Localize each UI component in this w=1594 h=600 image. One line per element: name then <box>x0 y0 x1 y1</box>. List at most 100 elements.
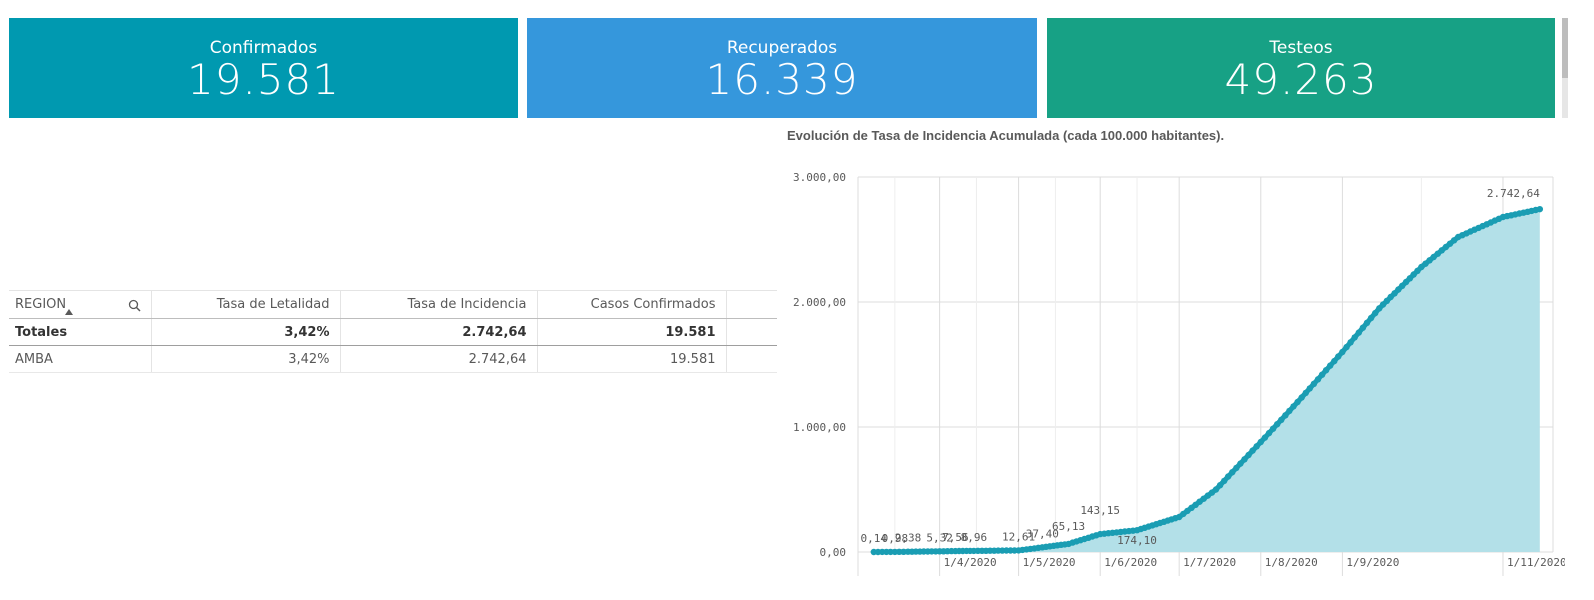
data-point <box>1298 394 1305 401</box>
data-point <box>1282 412 1289 419</box>
kpi-recuperados-value: 16.339 <box>705 55 859 104</box>
y-tick-label: 3.000,00 <box>793 171 846 184</box>
x-tick-label: 1/6/2020 <box>1104 556 1157 569</box>
kpi-confirmados-value: 19.581 <box>187 55 340 104</box>
data-label: 143,15 <box>1080 504 1120 517</box>
header-empty <box>726 290 777 319</box>
data-point <box>1257 438 1264 446</box>
header-region[interactable]: REGION <box>9 290 152 319</box>
row-region[interactable]: AMBA <box>9 345 152 373</box>
scrollbar[interactable] <box>1562 18 1568 118</box>
data-point <box>1359 324 1367 331</box>
x-tick-label: 1/8/2020 <box>1265 556 1318 569</box>
totals-label: Totales <box>9 318 152 346</box>
data-label: 65,13 <box>1052 520 1085 533</box>
incidence-chart[interactable]: 0,00 1.000,00 2.000,00 3.000,00 1/4/2020 1/5/… <box>785 160 1565 585</box>
totals-confirmados: 19.581 <box>537 318 727 346</box>
header-confirmados[interactable]: Casos Confirmados <box>537 290 727 319</box>
x-tick-label: 1/9/2020 <box>1346 556 1399 569</box>
data-point <box>1363 319 1371 326</box>
data-point <box>1331 357 1338 365</box>
row-confirmados: 19.581 <box>537 345 727 373</box>
data-label: 37,40 <box>1026 527 1059 540</box>
data-point <box>1322 367 1330 374</box>
data-point <box>1249 447 1256 454</box>
data-point <box>1212 486 1220 493</box>
data-point <box>1343 343 1350 351</box>
data-label: 2.742,64 <box>1487 187 1540 200</box>
data-point <box>1237 460 1244 467</box>
data-point <box>1274 421 1281 428</box>
data-point <box>1269 425 1277 432</box>
region-table: REGION Tasa de Letalidad Tasa de Inciden… <box>9 290 777 373</box>
kpi-recuperados-label: Recuperados <box>726 38 838 58</box>
search-icon[interactable] <box>128 299 141 312</box>
data-point <box>1294 398 1301 406</box>
kpi-testeos-card[interactable]: Testeos 49.263 <box>1047 18 1555 118</box>
data-point <box>1221 477 1228 485</box>
data-label: 8,96 <box>961 531 988 544</box>
data-point <box>1310 380 1318 387</box>
data-label: 7,56 <box>942 531 969 544</box>
data-point <box>1286 407 1293 415</box>
y-tick-label: 2.000,00 <box>793 296 846 309</box>
kpi-confirmados-label: Confirmados <box>209 38 318 58</box>
header-letalidad[interactable]: Tasa de Letalidad <box>151 290 341 319</box>
data-point <box>1351 334 1358 341</box>
totals-row: Totales 3,42% 2.742,64 19.581 <box>9 318 777 346</box>
header-region-label: REGION <box>15 297 67 312</box>
data-label: 174,10 <box>1117 534 1157 547</box>
data-point <box>1225 473 1232 480</box>
data-point <box>1261 434 1269 441</box>
data-point <box>1245 451 1252 459</box>
data-point <box>1335 353 1342 360</box>
data-label: 2,38 <box>895 532 922 545</box>
data-point <box>1290 403 1297 410</box>
data-point <box>1339 348 1346 356</box>
data-point <box>1253 443 1260 450</box>
x-tick-label: 1/5/2020 <box>1023 556 1076 569</box>
scrollbar-thumb[interactable] <box>1562 18 1568 78</box>
data-label: 0,14 <box>861 532 888 545</box>
y-tick-label: 1.000,00 <box>793 421 846 434</box>
totals-incidencia: 2.742,64 <box>340 318 538 346</box>
header-incidencia[interactable]: Tasa de Incidencia <box>340 290 538 319</box>
data-point <box>1216 482 1224 489</box>
data-label: 12,61 <box>1002 530 1035 543</box>
data-point <box>1372 309 1379 317</box>
totals-letalidad: 3,42% <box>151 318 341 346</box>
row-incidencia: 2.742,64 <box>340 345 538 373</box>
data-point <box>1355 329 1362 336</box>
totals-empty <box>726 318 777 346</box>
data-point <box>1302 389 1309 397</box>
data-point <box>896 548 903 555</box>
table-row[interactable]: AMBA 3,42% 2.742,64 19.581 <box>9 345 777 373</box>
x-tick-label: 1/7/2020 <box>1183 556 1236 569</box>
data-point <box>1367 314 1375 322</box>
data-point <box>1536 205 1544 213</box>
kpi-testeos-value: 49.263 <box>1224 55 1378 104</box>
row-letalidad: 3,42% <box>151 345 341 373</box>
data-point <box>1318 371 1326 378</box>
kpi-confirmados-card[interactable]: Confirmados 19.581 <box>9 18 518 118</box>
data-point <box>1278 416 1285 423</box>
data-point <box>1265 429 1273 437</box>
y-tick-label: 0,00 <box>820 546 847 559</box>
data-point <box>1233 464 1240 472</box>
data-point <box>1306 385 1313 392</box>
chart-title: Evolución de Tasa de Incidencia Acumulad… <box>787 128 1225 143</box>
row-empty <box>726 345 777 373</box>
data-point <box>1327 362 1334 369</box>
x-tick-label: 1/11/2020 <box>1507 556 1565 569</box>
data-point <box>1314 376 1322 383</box>
data-point <box>1347 339 1354 346</box>
data-label: 5,32 <box>926 531 953 544</box>
data-point <box>1241 456 1248 463</box>
x-tick-label: 1/4/2020 <box>944 556 997 569</box>
sort-ascending-icon[interactable] <box>65 309 73 315</box>
kpi-testeos-label: Testeos <box>1269 38 1333 58</box>
kpi-recuperados-card[interactable]: Recuperados 16.339 <box>527 18 1037 118</box>
data-label: 0,98 <box>882 532 909 545</box>
data-point <box>1229 469 1236 476</box>
area-fill <box>873 209 1540 552</box>
